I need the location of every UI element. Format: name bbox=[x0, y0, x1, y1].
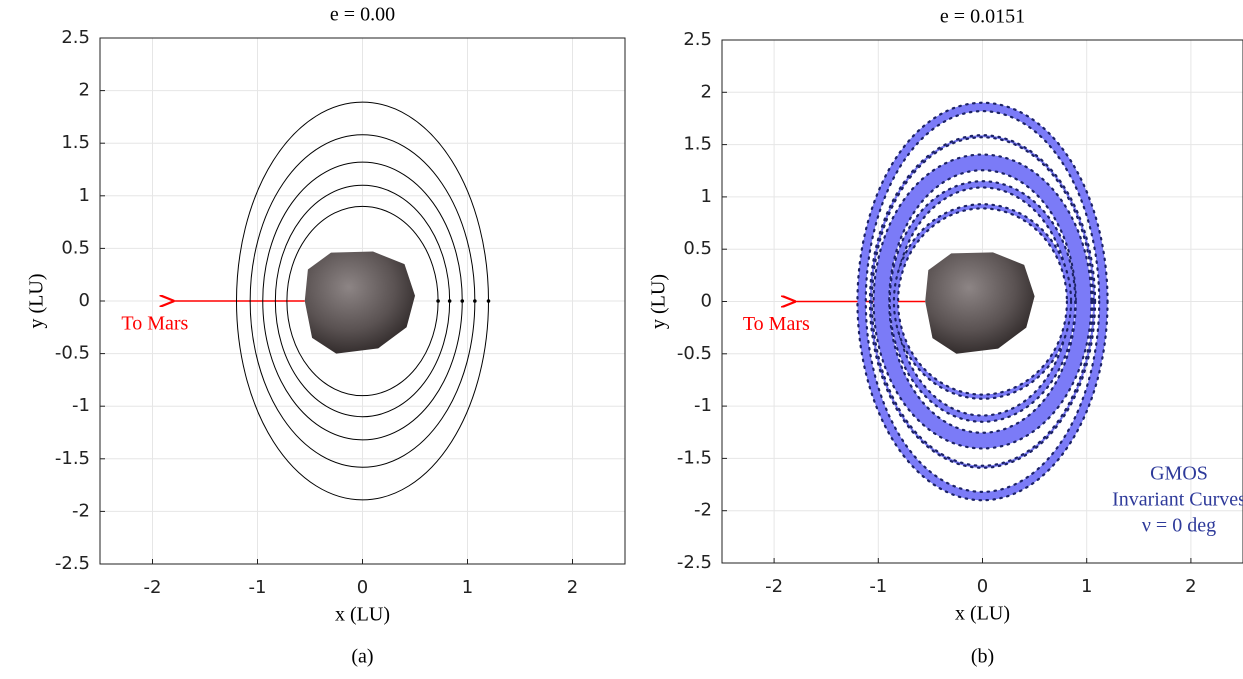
y-tick-label: 2 bbox=[701, 81, 712, 102]
y-tick-label: -2.5 bbox=[55, 553, 90, 574]
x-tick-label: 1 bbox=[462, 577, 473, 598]
plot-border bbox=[721, 39, 1243, 564]
x-tick-label: 0 bbox=[357, 577, 368, 598]
chart-title: e = 0.00 bbox=[330, 4, 395, 26]
caption: (b) bbox=[971, 646, 994, 668]
x-tick-label: -2 bbox=[144, 577, 162, 598]
y-tick-label: -2 bbox=[72, 500, 90, 521]
invariant-points bbox=[868, 134, 1097, 469]
y-tick-label: 2 bbox=[79, 80, 90, 101]
x-axis-label: x (LU) bbox=[955, 603, 1010, 625]
invariant-band bbox=[873, 154, 1092, 449]
y-tick-label: 1.5 bbox=[683, 134, 712, 155]
y-tick-label: -2 bbox=[694, 500, 712, 521]
y-tick-label: 1 bbox=[701, 186, 712, 207]
x-tick-label: 1 bbox=[1081, 576, 1092, 597]
x-tick-label: 0 bbox=[977, 576, 988, 597]
y-tick-label: 2.5 bbox=[61, 27, 90, 48]
invariant-points bbox=[872, 153, 1093, 450]
orbit-point bbox=[486, 299, 491, 303]
invariant-band bbox=[857, 102, 1108, 501]
caption: (a) bbox=[351, 646, 373, 668]
y-tick-label: 1.5 bbox=[61, 132, 90, 153]
legend-text: ν = 0 deg bbox=[1142, 515, 1216, 537]
orbit-point bbox=[436, 299, 440, 303]
y-tick-label: 2.5 bbox=[683, 29, 712, 50]
annotation: To Mars bbox=[743, 313, 810, 335]
orbit-point bbox=[460, 299, 465, 303]
y-axis-label: y (LU) bbox=[26, 274, 48, 329]
y-axis-label: y (LU) bbox=[648, 274, 670, 329]
x-tick-label: 2 bbox=[1185, 576, 1196, 597]
invariant-points bbox=[870, 136, 1095, 467]
legend-text: GMOS bbox=[1150, 463, 1208, 485]
annotation: To Mars bbox=[121, 313, 188, 335]
asteroid bbox=[925, 252, 1035, 354]
asteroid bbox=[304, 251, 415, 354]
y-tick-label: 0.5 bbox=[61, 237, 90, 258]
x-axis-label: x (LU) bbox=[335, 604, 390, 626]
y-tick-label: -0.5 bbox=[677, 343, 712, 364]
x-tick-label: -1 bbox=[249, 577, 267, 598]
y-tick-label: -2.5 bbox=[677, 552, 712, 573]
y-tick-label: 1 bbox=[79, 185, 90, 206]
orbit-point bbox=[473, 299, 477, 303]
y-tick-label: -1.5 bbox=[55, 448, 90, 469]
y-tick-label: -0.5 bbox=[55, 343, 90, 364]
x-tick-label: 2 bbox=[567, 577, 578, 598]
invariant-points bbox=[856, 101, 1109, 502]
legend-text: Invariant Curves bbox=[1112, 489, 1243, 511]
x-tick-label: -1 bbox=[869, 576, 887, 597]
y-tick-label: -1 bbox=[72, 395, 90, 416]
plot-border bbox=[99, 37, 626, 565]
y-tick-label: -1 bbox=[694, 395, 712, 416]
invariant-points bbox=[896, 207, 1069, 396]
chart-title: e = 0.0151 bbox=[940, 6, 1025, 28]
y-tick-label: 0 bbox=[79, 290, 90, 311]
y-tick-label: -1.5 bbox=[677, 447, 712, 468]
y-tick-label: 0.5 bbox=[683, 238, 712, 259]
y-tick-label: 0 bbox=[701, 291, 712, 312]
invariant-band bbox=[893, 204, 1072, 399]
x-tick-label: -2 bbox=[765, 576, 783, 597]
invariant-points bbox=[864, 110, 1101, 493]
invariant-points bbox=[888, 180, 1077, 423]
orbit-point bbox=[447, 299, 452, 303]
invariant-points bbox=[892, 203, 1073, 400]
